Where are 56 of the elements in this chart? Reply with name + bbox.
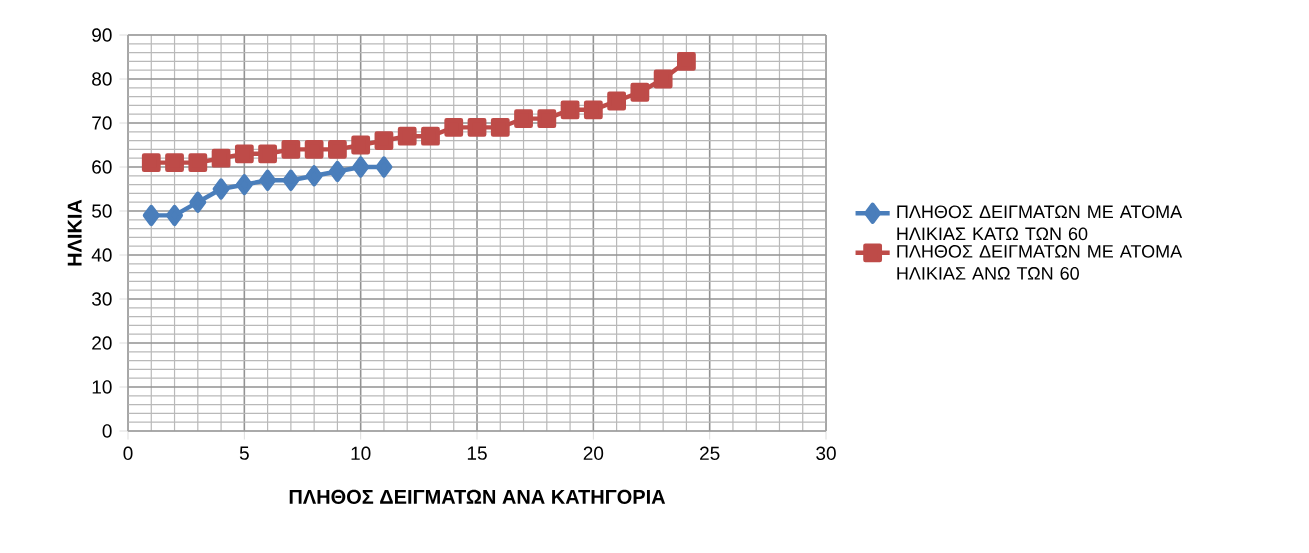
point — [304, 140, 324, 159]
point — [560, 100, 580, 120]
point — [514, 109, 533, 129]
point — [165, 153, 184, 173]
legend-label: ΠΛΗΘΟΣ ΔΕΙΓΜΑΤΩΝ ΜΕ ΑΤΟΜΑ ΗΛΙΚΙΑΣ ΑΝΩ ΤΩΝ 60 — [897, 245, 1183, 280]
point — [444, 118, 464, 137]
point — [141, 153, 161, 173]
point — [235, 174, 253, 196]
point — [630, 82, 650, 102]
point — [258, 144, 278, 164]
y-tick-label: 20 — [92, 336, 112, 350]
point — [467, 118, 487, 137]
point — [189, 191, 207, 213]
point — [282, 169, 300, 191]
y-tick-label: 0 — [102, 424, 112, 438]
point — [375, 156, 393, 178]
y-axis-title: ΗΛΙΚΙΑ — [67, 199, 82, 266]
y-tick-label: 80 — [92, 72, 112, 86]
point — [352, 156, 370, 178]
legend-label: ΠΛΗΘΟΣ ΔΕΙΓΜΑΤΩΝ ΜΕ ΑΤΟΜΑ ΗΛΙΚΙΑΣ ΚΑΤΩ ΤΩΝ 60 — [897, 205, 1183, 241]
x-tick-label: 5 — [239, 446, 249, 460]
y-tick-label: 40 — [91, 248, 112, 262]
y-tick-label: 60 — [92, 160, 112, 174]
x-tick-label: 0 — [123, 446, 133, 461]
x-tick-label: 15 — [467, 446, 487, 460]
y-tick-label: 90 — [92, 28, 112, 42]
point — [142, 204, 160, 227]
y-tick-label: 70 — [92, 116, 112, 130]
point — [305, 165, 323, 187]
point — [351, 135, 371, 155]
point — [607, 91, 627, 111]
point — [397, 126, 417, 146]
x-tick-label: 25 — [700, 446, 720, 461]
x-tick-label: 10 — [351, 446, 371, 461]
x-axis-title: ΠΛΗΘΟΣ ΔΕΙΓΜΑΤΩΝ ΑΝΑ ΚΑΤΗΓΟΡΙΑ — [289, 489, 666, 504]
y-tick-label: 10 — [92, 380, 112, 394]
point — [537, 109, 557, 129]
point — [328, 140, 347, 159]
point — [166, 204, 184, 227]
point — [653, 69, 673, 89]
point — [259, 169, 277, 191]
point — [374, 131, 394, 151]
x-tick-label: 20 — [583, 446, 604, 461]
x-tick-label: 30 — [816, 446, 836, 461]
point — [188, 153, 208, 173]
y-tick-label: 50 — [92, 204, 112, 218]
point — [421, 126, 440, 146]
point — [212, 178, 230, 200]
y-tick-label: 30 — [92, 292, 112, 306]
point — [281, 140, 301, 159]
point — [677, 52, 696, 71]
point — [490, 118, 510, 137]
point — [234, 144, 254, 164]
point — [583, 100, 603, 120]
point — [211, 148, 231, 168]
point — [328, 160, 346, 183]
